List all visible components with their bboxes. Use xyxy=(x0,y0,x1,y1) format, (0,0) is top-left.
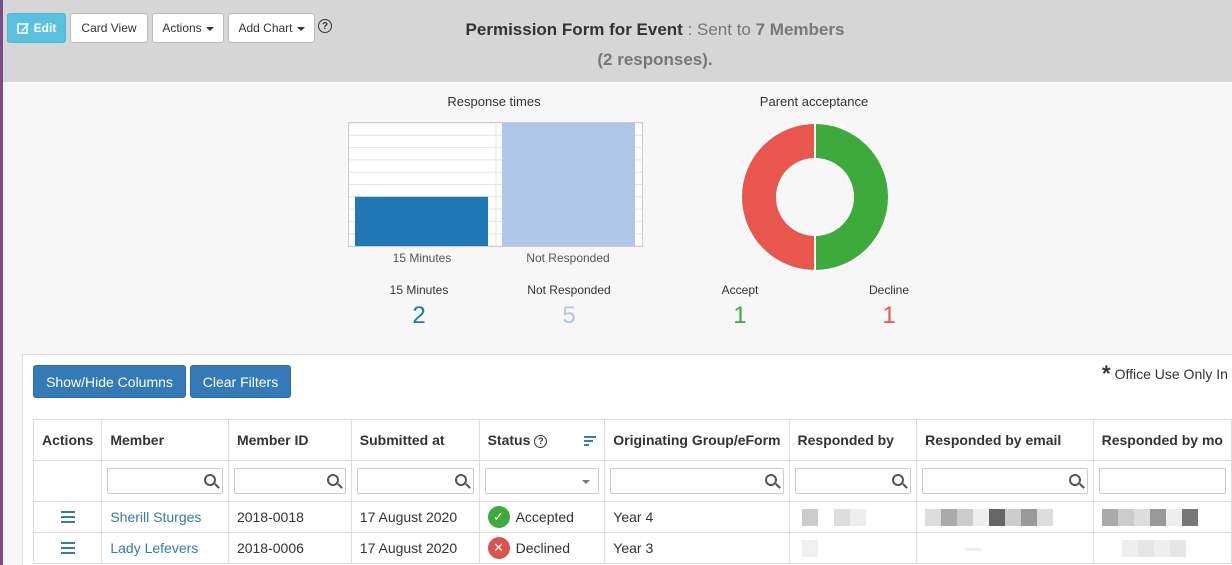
help-icon[interactable]: ? xyxy=(318,19,332,33)
col-header-responded-by-email[interactable]: Responded by email xyxy=(916,419,1094,461)
redacted-cell xyxy=(788,532,918,564)
add-chart-dropdown[interactable]: Add Chart xyxy=(228,13,315,43)
responded-by-mobile-filter-input[interactable] xyxy=(1098,468,1226,494)
member-id-filter-input[interactable] xyxy=(233,468,346,494)
member-id-cell: 2018-0006 xyxy=(227,532,352,564)
status-filter-select[interactable] xyxy=(484,468,600,494)
redacted-cell xyxy=(788,501,918,533)
bar-15-minutes[interactable] xyxy=(355,196,488,246)
table-header-row: Actions Member Member ID Submitted at St… xyxy=(32,419,1232,461)
form-heading: Permission Form for Event : Sent to 7 Me… xyxy=(380,15,930,75)
response-times-svg xyxy=(349,123,642,246)
card-view-label: Card View xyxy=(81,21,137,35)
office-use-note: * Office Use Only In xyxy=(1102,361,1228,386)
status-label: Accepted xyxy=(515,509,574,525)
group-filter-input[interactable] xyxy=(610,468,784,494)
actions-dropdown[interactable]: Actions xyxy=(152,13,224,43)
table-row: Sherill Sturges 2018-0018 17 August 2020… xyxy=(32,501,1232,533)
stat-label-15-minutes: 15 Minutes xyxy=(389,283,449,297)
col-header-member[interactable]: Member xyxy=(101,419,229,461)
window-edge xyxy=(0,0,3,565)
form-title: Permission Form for Event xyxy=(465,20,683,39)
redacted-cell xyxy=(1092,501,1232,533)
col-header-responded-by[interactable]: Responded by xyxy=(788,419,918,461)
stat-value-not-responded: 5 xyxy=(562,302,576,329)
member-id-cell: 2018-0018 xyxy=(227,501,352,533)
caret-down-icon xyxy=(582,480,591,484)
search-icon xyxy=(454,474,467,486)
col-header-status-label: Status xyxy=(487,432,531,448)
responded-by-email-filter-input[interactable] xyxy=(922,468,1088,494)
bar-label-not-responded: Not Responded xyxy=(526,251,610,265)
search-icon xyxy=(203,474,216,486)
stat-label-not-responded: Not Responded xyxy=(527,283,611,297)
col-header-originating-group[interactable]: Originating Group/eForm xyxy=(604,419,790,461)
clear-filters-button[interactable]: Clear Filters xyxy=(190,365,291,398)
form-sent-prefix: : Sent to xyxy=(687,20,751,39)
bar-label-15-minutes: 15 Minutes xyxy=(392,251,452,265)
responses-table: Actions Member Member ID Submitted at St… xyxy=(32,419,1232,564)
col-header-member-id[interactable]: Member ID xyxy=(227,419,352,461)
card-view-button[interactable]: Card View xyxy=(70,13,148,43)
stat-label-accept: Accept xyxy=(721,283,759,297)
submitted-at-cell: 17 August 2020 xyxy=(350,501,480,533)
col-header-responded-by-mobile[interactable]: Responded by mo xyxy=(1092,419,1232,461)
help-icon[interactable]: ? xyxy=(534,434,548,448)
search-icon xyxy=(764,474,777,486)
show-hide-columns-button[interactable]: Show/Hide Columns xyxy=(33,365,186,398)
submitted-at-cell: 17 August 2020 xyxy=(350,532,480,564)
search-icon xyxy=(892,474,905,486)
redacted-cell xyxy=(916,532,1094,564)
add-chart-label: Add Chart xyxy=(238,21,293,35)
office-use-label: Office Use Only In xyxy=(1114,366,1228,382)
row-menu-icon[interactable] xyxy=(60,542,75,554)
col-header-actions[interactable]: Actions xyxy=(32,419,103,461)
redacted-cell xyxy=(1092,532,1232,564)
slice-accept[interactable] xyxy=(814,121,890,273)
form-members-count: 7 Members xyxy=(755,20,845,39)
status-cell: ✕ Declined xyxy=(487,537,597,559)
member-link[interactable]: Sherill Sturges xyxy=(101,501,229,533)
status-label: Declined xyxy=(515,540,571,556)
col-header-submitted-at[interactable]: Submitted at xyxy=(350,419,480,461)
response-times-chart xyxy=(348,122,643,247)
edit-button[interactable]: Edit xyxy=(7,13,66,43)
group-cell: Year 4 xyxy=(604,501,790,533)
caret-down-icon xyxy=(205,27,214,31)
edit-label: Edit xyxy=(33,21,57,35)
form-responses: (2 responses). xyxy=(597,50,713,69)
search-icon xyxy=(326,474,339,486)
stat-value-accept: 1 xyxy=(733,302,747,329)
submitted-at-filter-input[interactable] xyxy=(356,468,474,494)
asterisk-icon: * xyxy=(1102,361,1111,386)
stat-label-decline: Decline xyxy=(868,283,910,297)
member-filter-input[interactable] xyxy=(107,468,223,494)
response-times-title: Response times xyxy=(447,94,541,109)
bar-not-responded[interactable] xyxy=(502,123,635,246)
actions-label: Actions xyxy=(162,21,202,35)
status-cell: ✓ Accepted xyxy=(487,506,597,528)
close-circle-icon: ✕ xyxy=(487,537,510,559)
parent-acceptance-title: Parent acceptance xyxy=(759,94,869,109)
filter-cell-actions xyxy=(32,460,103,502)
slice-decline[interactable] xyxy=(740,121,816,273)
edit-icon xyxy=(16,23,29,34)
col-header-status[interactable]: Status? xyxy=(478,419,606,461)
stat-value-15-minutes: 2 xyxy=(412,302,426,329)
filter-row xyxy=(32,460,1232,502)
redacted-cell xyxy=(916,501,1094,533)
sort-icon[interactable] xyxy=(584,436,597,448)
responded-by-filter-input[interactable] xyxy=(794,468,912,494)
row-menu-icon[interactable] xyxy=(60,511,75,523)
caret-down-icon xyxy=(296,27,305,31)
check-circle-icon: ✓ xyxy=(487,506,510,528)
member-link[interactable]: Lady Lefevers xyxy=(101,532,229,564)
table-row: Lady Lefevers 2018-0006 17 August 2020 ✕… xyxy=(32,532,1232,564)
search-icon xyxy=(1068,474,1081,486)
stat-value-decline: 1 xyxy=(882,302,896,329)
group-cell: Year 3 xyxy=(604,532,790,564)
parent-acceptance-chart xyxy=(740,121,890,273)
